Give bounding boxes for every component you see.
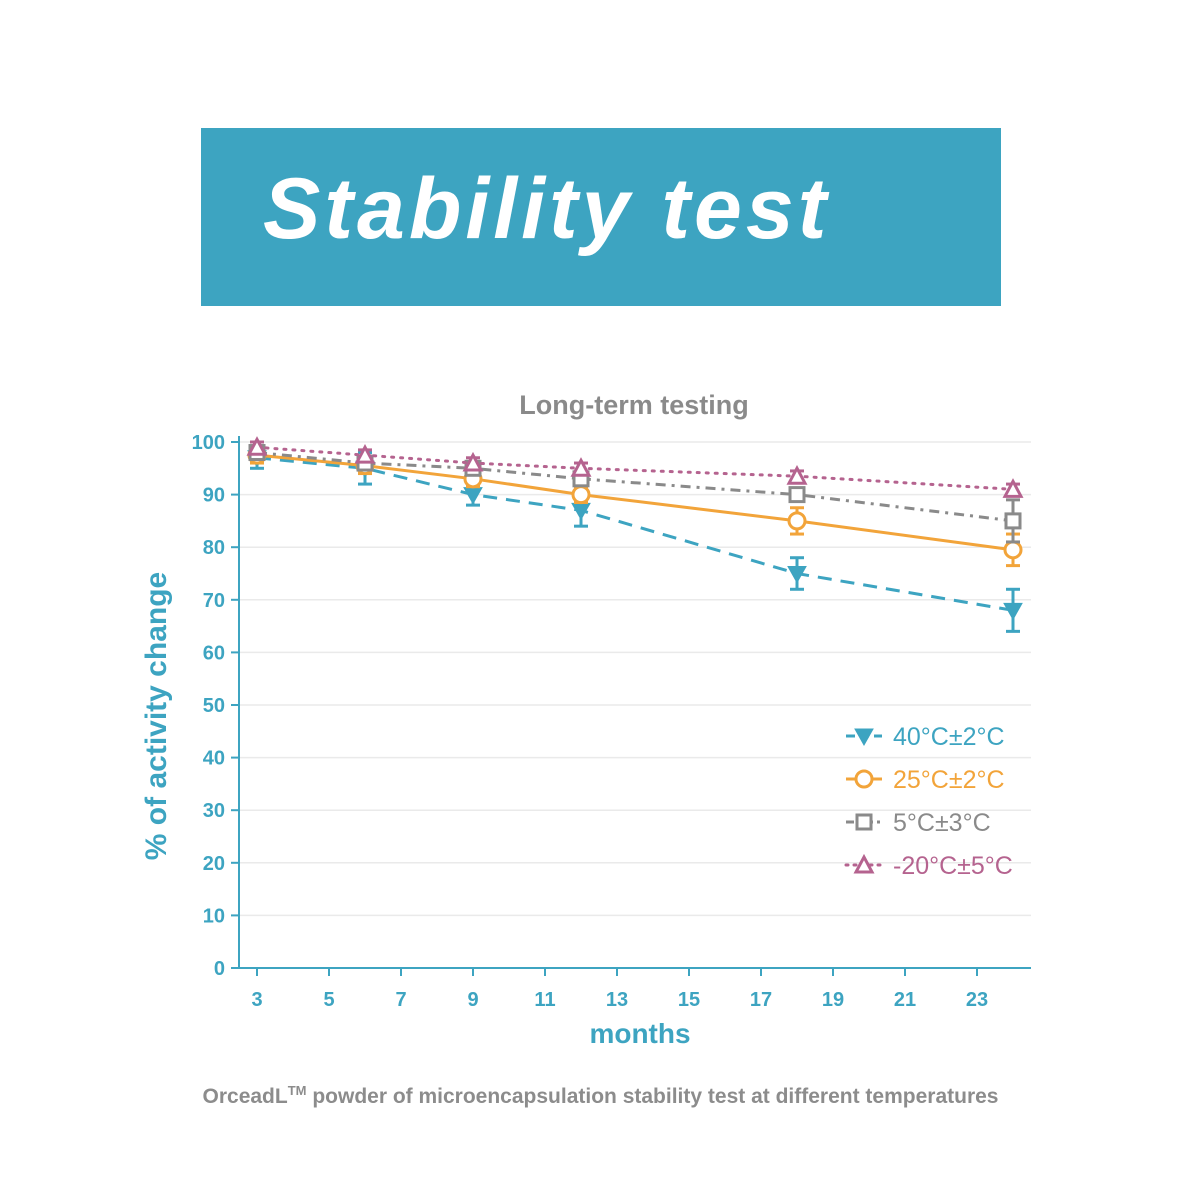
x-tick-label: 5	[323, 989, 334, 1011]
series-4-line	[255, 445, 1015, 491]
legend-marker	[853, 853, 875, 874]
series-3-line	[256, 451, 1014, 523]
series-1-point	[463, 487, 483, 505]
caption-brand: OrceadL	[202, 1085, 288, 1108]
x-tick-label: 7	[395, 989, 406, 1011]
series-2-line	[256, 453, 1014, 552]
chart-title: Long-term testing	[519, 390, 749, 420]
y-tick-label: 90	[203, 485, 225, 507]
series-4-point	[1002, 478, 1024, 498]
series-2-point	[1003, 540, 1023, 560]
legend-label: 25°C±2°C	[893, 766, 1005, 794]
series-3-point	[788, 486, 806, 504]
x-tick-label: 9	[467, 989, 478, 1011]
y-axis-label: % of activity change	[140, 572, 173, 860]
y-tick-label: 30	[203, 800, 225, 822]
y-tick-label: 80	[203, 537, 225, 559]
y-tick-label: 10	[203, 905, 225, 927]
y-tick-label: 40	[203, 748, 225, 770]
y-tick-label: 60	[203, 642, 225, 664]
x-tick-label: 17	[750, 989, 772, 1011]
page-title: Stability test	[263, 161, 831, 257]
x-tick-label: 3	[251, 989, 262, 1011]
series-4-point	[462, 451, 484, 472]
y-tick-label: 20	[203, 853, 225, 875]
x-tick-label: 21	[894, 989, 916, 1011]
x-tick-label: 23	[966, 989, 988, 1011]
series-3-point	[1004, 512, 1022, 530]
legend-marker	[854, 769, 874, 789]
series-4-point	[786, 465, 808, 485]
x-tick-label: 15	[678, 989, 700, 1011]
legend-marker	[854, 728, 874, 747]
y-tick-label: 0	[214, 958, 225, 980]
legend-label: -20°C±5°C	[893, 852, 1013, 880]
legend-label: 5°C±3°C	[893, 809, 991, 837]
series-1-point	[787, 566, 807, 584]
x-tick-label: 11	[534, 989, 555, 1011]
legend-label: 40°C±2°C	[893, 723, 1005, 751]
x-tick-label: 13	[606, 989, 628, 1011]
y-tick-label: 70	[203, 590, 225, 612]
title-banner: Stability test	[201, 128, 1001, 306]
series-2-point	[787, 511, 807, 531]
series-4-point	[246, 436, 268, 456]
series-4-point	[354, 443, 376, 464]
series-1-point	[1003, 602, 1023, 621]
caption-description: powder of microencapsulation stability t…	[306, 1085, 999, 1108]
x-axis-label: months	[589, 1018, 690, 1049]
x-tick-label: 19	[822, 989, 844, 1011]
y-tick-label: 50	[203, 695, 225, 717]
chart-caption: OrceadLTM powder of microencapsulation s…	[0, 1083, 1201, 1109]
caption-trademark: TM	[287, 1083, 307, 1098]
legend-marker	[855, 813, 873, 831]
series-2-point	[571, 485, 591, 505]
y-tick-label: 100	[192, 432, 225, 454]
series-4-point	[570, 457, 592, 477]
